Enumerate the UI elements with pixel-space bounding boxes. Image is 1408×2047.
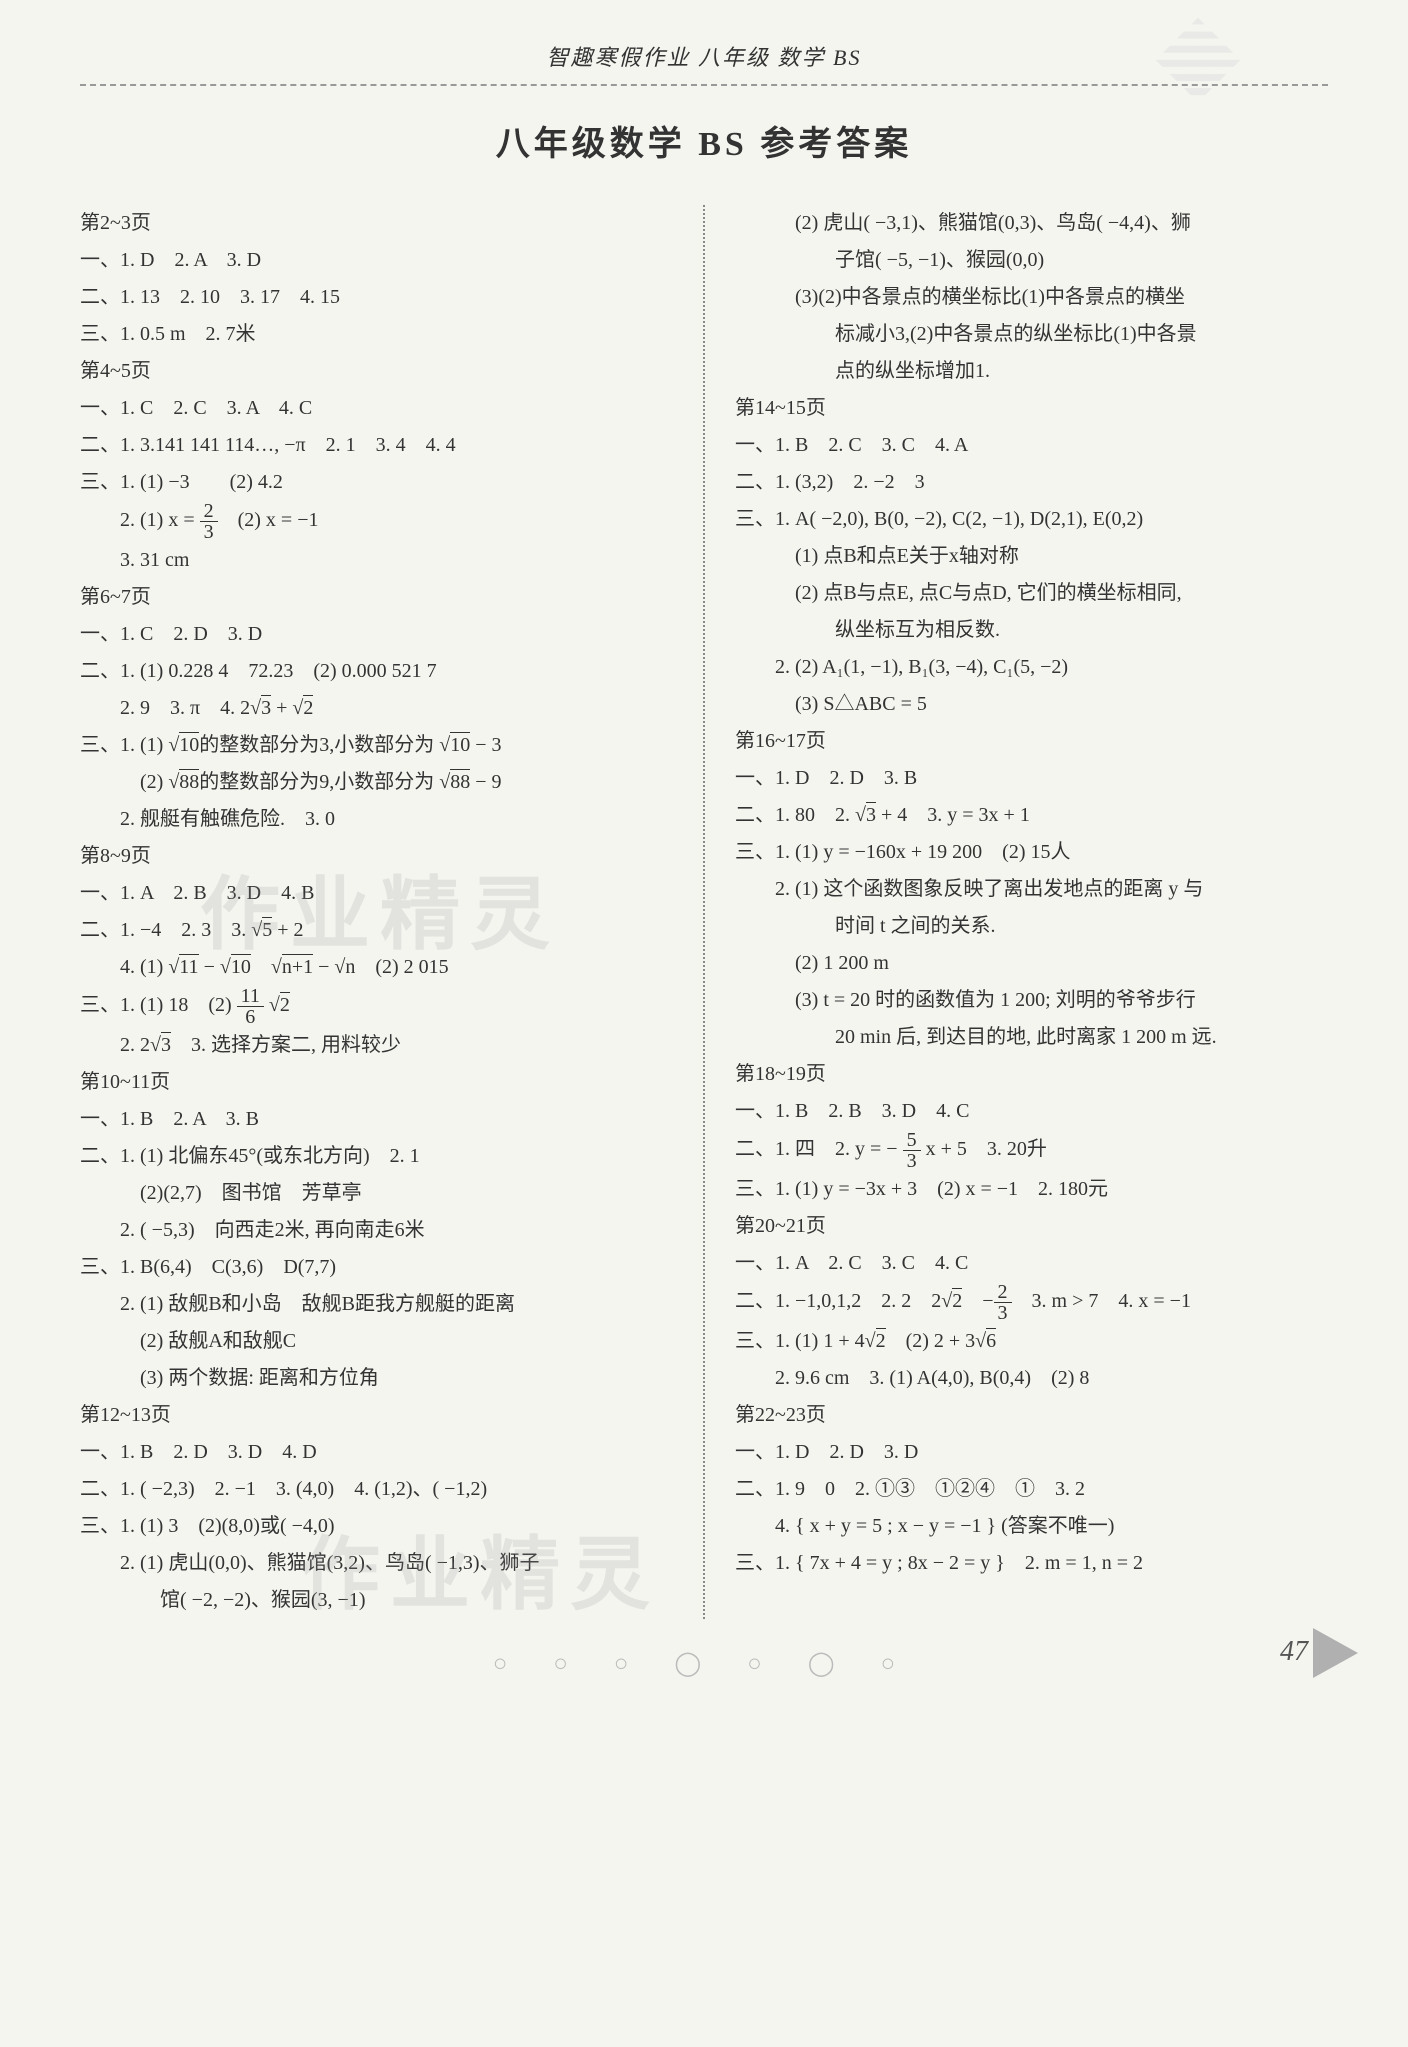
answer-line: 一、1. B 2. A 3. B (80, 1101, 673, 1138)
answer-line: 2. (1) 虎山(0,0)、熊猫馆(3,2)、鸟岛( −1,3)、狮子 (80, 1545, 673, 1582)
header-text: 智趣寒假作业 八年级 数学 BS (547, 45, 862, 70)
answer-line: 第20~21页 (735, 1208, 1328, 1245)
answer-line: 第22~23页 (735, 1397, 1328, 1434)
answer-line: 三、1. (1) 1 + 4√2 (2) 2 + 3√6 (735, 1323, 1328, 1360)
arrow-icon (1313, 1628, 1358, 1678)
answer-line: (3)(2)中各景点的横坐标比(1)中各景点的横坐 (735, 279, 1328, 316)
left-column: 第2~3页一、1. D 2. A 3. D二、1. 13 2. 10 3. 17… (80, 205, 673, 1619)
answer-line: 2. 2√3 3. 选择方案二, 用料较少 (80, 1027, 673, 1064)
answer-line: 子馆( −5, −1)、猴园(0,0) (735, 242, 1328, 279)
answer-line: 20 min 后, 到达目的地, 此时离家 1 200 m 远. (735, 1019, 1328, 1056)
answer-line: 2. 舰艇有触礁危险. 3. 0 (80, 801, 673, 838)
answer-line: (3) 两个数据: 距离和方位角 (80, 1360, 673, 1397)
answer-line: 时间 t 之间的关系. (735, 908, 1328, 945)
answer-line: 第18~19页 (735, 1056, 1328, 1093)
answer-line: (2) 1 200 m (735, 945, 1328, 982)
answer-line: 2. (2) A₁(1, −1), B₁(3, −4), C₁(5, −2) (735, 649, 1328, 686)
column-divider (703, 205, 705, 1619)
answer-line: 2. (1) 敌舰B和小岛 敌舰B距我方舰艇的距离 (80, 1286, 673, 1323)
answer-line: 一、1. B 2. D 3. D 4. D (80, 1434, 673, 1471)
answer-line: 三、1. (1) 3 (2)(8,0)或( −4,0) (80, 1508, 673, 1545)
answer-line: (2) 敌舰A和敌舰C (80, 1323, 673, 1360)
answer-line: 二、1. (1) 0.228 4 72.23 (2) 0.000 521 7 (80, 653, 673, 690)
answer-line: 一、1. A 2. B 3. D 4. B (80, 875, 673, 912)
answer-line: 标减小3,(2)中各景点的纵坐标比(1)中各景 (735, 316, 1328, 353)
answer-line: 一、1. D 2. A 3. D (80, 242, 673, 279)
answer-line: (2)(2,7) 图书馆 芳草亭 (80, 1175, 673, 1212)
answer-line: 2. ( −5,3) 向西走2米, 再向南走6米 (80, 1212, 673, 1249)
answer-line: 三、1. B(6,4) C(3,6) D(7,7) (80, 1249, 673, 1286)
answer-line: 二、1. −1,0,1,2 2. 2 2√2 −23 3. m > 7 4. x… (735, 1282, 1328, 1323)
answer-line: 二、1. 3.141 141 114…, −π 2. 1 3. 4 4. 4 (80, 427, 673, 464)
answer-line: 二、1. 13 2. 10 3. 17 4. 15 (80, 279, 673, 316)
answer-line: 2. 9 3. π 4. 2√3 + √2 (80, 690, 673, 727)
answer-line: 三、1. { 7x + 4 = y ; 8x − 2 = y } 2. m = … (735, 1545, 1328, 1582)
answer-line: 二、1. 四 2. y = − 53 x + 5 3. 20升 (735, 1130, 1328, 1171)
page-number: 47 (1280, 1636, 1308, 1668)
answer-line: 第10~11页 (80, 1064, 673, 1101)
answer-line: 第12~13页 (80, 1397, 673, 1434)
answer-line: 第16~17页 (735, 723, 1328, 760)
right-column: (2) 虎山( −3,1)、熊猫馆(0,3)、鸟岛( −4,4)、狮 子馆( −… (735, 205, 1328, 1619)
page-title: 八年级数学 BS 参考答案 (80, 116, 1328, 165)
answer-line: (2) √88的整数部分为9,小数部分为 √88 − 9 (80, 764, 673, 801)
answer-line: 二、1. (3,2) 2. −2 3 (735, 464, 1328, 501)
answer-line: 纵坐标互为相反数. (735, 612, 1328, 649)
answer-line: 第8~9页 (80, 838, 673, 875)
answer-line: 二、1. 80 2. √3 + 4 3. y = 3x + 1 (735, 797, 1328, 834)
answer-line: 一、1. C 2. C 3. A 4. C (80, 390, 673, 427)
answer-line: (2) 点B与点E, 点C与点D, 它们的横坐标相同, (735, 575, 1328, 612)
answer-line: 第4~5页 (80, 353, 673, 390)
answer-line: 二、1. 9 0 2. ①③ ①②④ ① 3. 2 (735, 1471, 1328, 1508)
answer-line: 2. (1) x = 23 (2) x = −1 (80, 501, 673, 542)
answer-line: 一、1. B 2. C 3. C 4. A (735, 427, 1328, 464)
answer-line: 2. (1) 这个函数图象反映了离出发地点的距离 y 与 (735, 871, 1328, 908)
header-banner: 智趣寒假作业 八年级 数学 BS (80, 40, 1328, 86)
answer-line: 一、1. D 2. D 3. B (735, 760, 1328, 797)
answer-line: 一、1. D 2. D 3. D (735, 1434, 1328, 1471)
content-wrapper: 第2~3页一、1. D 2. A 3. D二、1. 13 2. 10 3. 17… (80, 205, 1328, 1619)
answer-line: 三、1. A( −2,0), B(0, −2), C(2, −1), D(2,1… (735, 501, 1328, 538)
answer-line: 第2~3页 (80, 205, 673, 242)
answer-line: 馆( −2, −2)、猴园(3, −1) (80, 1582, 673, 1619)
answer-line: 4. { x + y = 5 ; x − y = −1 } (答案不唯一) (735, 1508, 1328, 1545)
answer-line: 三、1. 0.5 m 2. 7米 (80, 316, 673, 353)
answer-line: 3. 31 cm (80, 542, 673, 579)
answer-line: 二、1. ( −2,3) 2. −1 3. (4,0) 4. (1,2)、( −… (80, 1471, 673, 1508)
answer-line: 点的纵坐标增加1. (735, 353, 1328, 390)
answer-line: (3) t = 20 时的函数值为 1 200; 刘明的爷爷步行 (735, 982, 1328, 1019)
answer-line: 2. 9.6 cm 3. (1) A(4,0), B(0,4) (2) 8 (735, 1360, 1328, 1397)
answer-line: 第14~15页 (735, 390, 1328, 427)
answer-line: 一、1. B 2. B 3. D 4. C (735, 1093, 1328, 1130)
answer-line: 三、1. (1) −3 (2) 4.2 (80, 464, 673, 501)
answer-line: 三、1. (1) √10的整数部分为3,小数部分为 √10 − 3 (80, 727, 673, 764)
answer-line: 三、1. (1) y = −3x + 3 (2) x = −1 2. 180元 (735, 1171, 1328, 1208)
answer-line: 二、1. −4 2. 3 3. √5 + 2 (80, 912, 673, 949)
answer-line: 4. (1) √11 − √10 √n+1 − √n (2) 2 015 (80, 949, 673, 986)
answer-line: (1) 点B和点E关于x轴对称 (735, 538, 1328, 575)
answer-line: 一、1. C 2. D 3. D (80, 616, 673, 653)
answer-line: (2) 虎山( −3,1)、熊猫馆(0,3)、鸟岛( −4,4)、狮 (735, 205, 1328, 242)
answer-line: (3) S△ABC = 5 (735, 686, 1328, 723)
answer-line: 一、1. A 2. C 3. C 4. C (735, 1245, 1328, 1282)
answer-line: 二、1. (1) 北偏东45°(或东北方向) 2. 1 (80, 1138, 673, 1175)
answer-line: 第6~7页 (80, 579, 673, 616)
answer-line: 三、1. (1) y = −160x + 19 200 (2) 15人 (735, 834, 1328, 871)
answer-line: 三、1. (1) 18 (2) 116 √2 (80, 986, 673, 1027)
footer-decoration: ○ ○ ○ ◯ ○ ◯ ○ (80, 1649, 1328, 1678)
